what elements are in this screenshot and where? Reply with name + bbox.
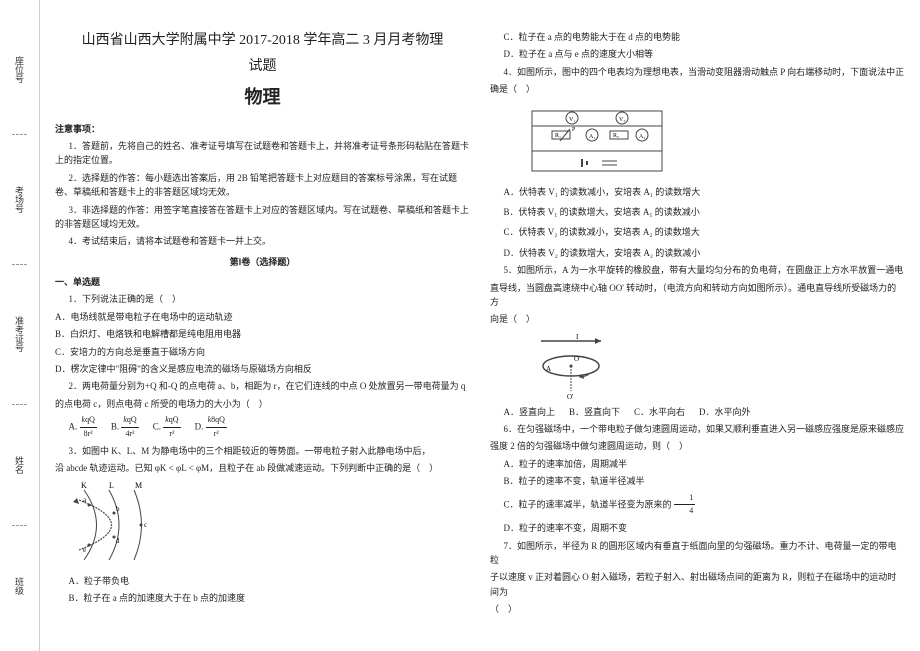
q6-A: A．粒子的速率加倍，周期减半 [490, 457, 905, 471]
notice-head: 注意事项： [55, 122, 470, 136]
circuit-svg: V₁ V₂ R₁ P A₁ R₂ A₂ [522, 101, 672, 181]
subject-title: 物理 [55, 83, 470, 112]
q4-figure: V₁ V₂ R₁ P A₁ R₂ A₂ [504, 101, 906, 181]
q1-A: A．电场线就是带电粒子在电场中的运动轨迹 [55, 310, 470, 324]
q3-A: A．粒子带负电 [55, 574, 470, 588]
exam-title-line2: 试题 [55, 56, 470, 78]
q2-B: B. kqQ4r² [111, 414, 139, 441]
q4-stem-a: 4．如图所示，图中的四个电表均为理想电表，当滑动变阻器滑动触点 P 向右端移动时… [490, 65, 905, 79]
q5-stem-c: 向是（ ） [490, 312, 905, 326]
svg-text:A₂: A₂ [639, 134, 645, 140]
notice-2: 2．选择题的作答：每小题选出答案后，用 2B 铅笔把答题卡上对应题目的答案标号涂… [55, 171, 470, 200]
svg-text:O: O [574, 355, 579, 363]
svg-text:P: P [572, 127, 576, 133]
exam-title-line1: 山西省山西大学附属中学 2017-2018 学年高二 3 月月考物理 [55, 30, 470, 52]
q4-A: A．伏特表 V₁ 的读数减小，安培表 A₁ 的读数增大 [490, 185, 905, 199]
q3-stem-a: 3．如图中 K、L、M 为静电场中的三个相距较近的等势面。一带电粒子射入此静电场… [55, 444, 470, 458]
svg-text:O': O' [567, 393, 573, 401]
binding-room: 考场号 [13, 186, 26, 213]
q5-C: C．水平向右 [634, 405, 685, 419]
svg-text:e: e [83, 546, 86, 554]
svg-text:V₁: V₁ [569, 117, 575, 123]
binding-class: 班级 [13, 577, 26, 595]
binding-line [12, 525, 27, 526]
q7-stem-b: 子以速度 v 正对着圆心 O 射入磁场，若粒子射入、射出磁场点间的距离为 R，则… [490, 570, 905, 599]
q2-options: A. kqQ8r² B. kqQ4r² C. kqQr² D. k8qQr² [69, 414, 471, 441]
binding-exam-id: 准考证号 [13, 316, 26, 352]
q1-stem: 1．下列说法正确的是（ ） [55, 292, 470, 306]
q7-stem-c: （ ） [490, 602, 905, 616]
q3-figure: K L M a b c d e [69, 480, 471, 570]
binding-name: 姓名 [13, 456, 26, 474]
q2-D: D. k8qQr² [195, 414, 227, 441]
q6-stem-b: 强度 2 倍的匀强磁场中做匀速圆周运动，则（ ） [490, 439, 905, 453]
svg-text:A: A [546, 365, 551, 373]
svg-text:b: b [116, 505, 120, 513]
q4-stem-b: 确是（ ） [490, 82, 905, 96]
q2-stem-b: 的点电荷 c，则点电荷 c 所受的电场力的大小为（ ） [55, 397, 470, 411]
q2-A: A. kqQ8r² [69, 414, 97, 441]
q6-D: D．粒子的速率不变，周期不变 [490, 521, 905, 535]
q6-stem-a: 6．在匀强磁场中，一个带电粒子做匀速圆周运动，如果又顺利垂直进入另一磁感应强度是… [490, 422, 905, 436]
q3-C: C．粒子在 a 点的电势能大于在 d 点的电势能 [490, 30, 905, 44]
svg-text:V₂: V₂ [619, 117, 625, 123]
part1-title: 第Ⅰ卷（选择题） [55, 255, 470, 269]
q5-D: D．水平向外 [699, 405, 751, 419]
q5-stem-b: 直导线，当圆盘高速绕中心轴 OO' 转动时，（电流方向和转动方向如图所示）。通电… [490, 281, 905, 310]
q6-B: B．粒子的速率不变，轨道半径减半 [490, 474, 905, 488]
left-column: 山西省山西大学附属中学 2017-2018 学年高二 3 月月考物理 试题 物理… [55, 30, 470, 636]
binding-margin: 座位号 考场号 准考证号 姓名 班级 [0, 0, 40, 651]
right-column: C．粒子在 a 点的电势能大于在 d 点的电势能 D．粒子在 a 点与 e 点的… [490, 30, 905, 636]
q1-D: D．楞次定律中"阻碍"的含义是感应电流的磁场与原磁场方向相反 [55, 362, 470, 376]
q5-B: B．竖直向下 [569, 405, 620, 419]
svg-text:R₂: R₂ [613, 133, 619, 139]
q5-options: A．竖直向上 B．竖直向下 C．水平向右 D．水平向外 [504, 405, 906, 419]
q2-C: C. kqQr² [153, 414, 181, 441]
svg-text:d: d [116, 537, 120, 545]
binding-line [12, 264, 27, 265]
q1-C: C．安培力的方向总是垂直于磁场方向 [55, 345, 470, 359]
q3-stem-b: 沿 abcde 轨迹运动。已知 φK < φL < φM，且粒子在 ab 段做减… [55, 461, 470, 475]
q5-figure: I O A O' [504, 331, 906, 401]
svg-text:A₁: A₁ [589, 134, 595, 140]
q3-D: D．粒子在 a 点与 e 点的速度大小相等 [490, 47, 905, 61]
q2-stem-a: 2．两电荷量分别为+Q 和-Q 的点电荷 a、b，相距为 r，在它们连线的中点 … [55, 379, 470, 393]
q1-B: B．白炽灯、电烙铁和电解槽都是纯电阻用电器 [55, 327, 470, 341]
notice-3: 3．非选择题的作答：用签字笔直接答在答题卡上对应的答题区域内。写在试题卷、草稿纸… [55, 203, 470, 232]
q4-B: B．伏特表 V₁ 的读数增大，安培表 A₁ 的读数减小 [490, 205, 905, 219]
svg-text:L: L [109, 481, 114, 490]
disk-svg: I O A O' [531, 331, 621, 401]
equipotential-svg: K L M a b c d e [69, 480, 179, 570]
binding-seat: 座位号 [13, 56, 26, 83]
binding-line [12, 404, 27, 405]
svg-text:M: M [135, 481, 142, 490]
binding-line [12, 134, 27, 135]
svg-text:c: c [144, 521, 147, 529]
q4-D: D．伏特表 V₂ 的读数增大，安培表 A₂ 的读数减小 [490, 246, 905, 260]
notice-1: 1．答题前，先将自己的姓名、准考证号填写在试题卷和答题卡上，并将准考证号条形码粘… [55, 139, 470, 168]
svg-text:R₁: R₁ [555, 133, 561, 139]
page-columns: 山西省山西大学附属中学 2017-2018 学年高二 3 月月考物理 试题 物理… [40, 0, 920, 651]
section-single: 一、单选题 [55, 275, 470, 289]
q7-stem-a: 7．如图所示，半径为 R 的圆形区域内有垂直于纸面向里的匀强磁场。重力不计、电荷… [490, 539, 905, 568]
q6-C: C．粒子的速率减半，轨道半径变为原来的 14 [490, 492, 905, 519]
q5-A: A．竖直向上 [504, 405, 556, 419]
svg-text:K: K [81, 481, 87, 490]
q5-stem-a: 5．如图所示，A 为一水平旋转的橡胶盘，带有大量均匀分布的负电荷，在圆盘正上方水… [490, 263, 905, 277]
notice-4: 4．考试结束后，请将本试题卷和答题卡一并上交。 [55, 234, 470, 248]
q4-C: C．伏特表 V₂ 的读数减小，安培表 A₂ 的读数增大 [490, 225, 905, 239]
q3-B: B．粒子在 a 点的加速度大于在 b 点的加速度 [55, 591, 470, 605]
svg-text:I: I [576, 333, 579, 341]
